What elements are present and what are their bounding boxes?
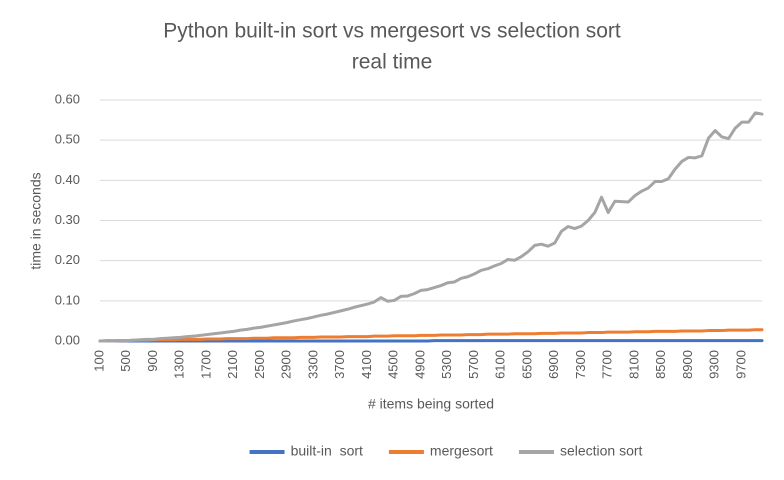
chart-subtitle: real time xyxy=(352,51,433,74)
x-tick-label: 3700 xyxy=(332,350,347,379)
x-tick-label: 2500 xyxy=(252,350,267,379)
x-tick-label: 1300 xyxy=(172,350,187,379)
legend-label: mergesort xyxy=(430,443,493,459)
x-tick-label: 8900 xyxy=(680,350,695,379)
y-tick-label: 0.10 xyxy=(55,292,80,307)
x-tick-label: 4900 xyxy=(412,350,427,379)
x-tick-label: 5700 xyxy=(466,350,481,379)
x-tick-label: 3300 xyxy=(305,350,320,379)
x-tick-label: 100 xyxy=(91,350,106,372)
x-tick-label: 6100 xyxy=(493,350,508,379)
x-tick-label: 4500 xyxy=(386,350,401,379)
y-tick-label: 0.60 xyxy=(55,91,80,106)
x-axis-title: # items being sorted xyxy=(368,396,494,412)
y-tick-label: 0.40 xyxy=(55,172,80,187)
x-tick-label: 1700 xyxy=(198,350,213,379)
y-tick-label: 0.00 xyxy=(55,332,80,347)
y-tick-label: 0.50 xyxy=(55,132,80,147)
x-tick-label: 900 xyxy=(145,350,160,372)
y-tick-label: 0.30 xyxy=(55,212,80,227)
x-tick-label: 5300 xyxy=(439,350,454,379)
y-tick-label: 0.20 xyxy=(55,252,80,267)
x-tick-label: 8100 xyxy=(626,350,641,379)
x-tick-label: 4100 xyxy=(359,350,374,379)
x-tick-label: 9300 xyxy=(707,350,722,379)
chart-title: Python built-in sort vs mergesort vs sel… xyxy=(163,20,621,43)
x-tick-label: 8500 xyxy=(653,350,668,379)
y-axis-title: time in seconds xyxy=(28,172,44,269)
legend-label: selection sort xyxy=(560,443,643,459)
x-tick-label: 2100 xyxy=(225,350,240,379)
x-tick-label: 7300 xyxy=(573,350,588,379)
x-tick-label: 6500 xyxy=(519,350,534,379)
legend-label: built-in sort xyxy=(291,443,363,459)
x-tick-label: 6900 xyxy=(546,350,561,379)
x-tick-label: 9700 xyxy=(733,350,748,379)
series-line xyxy=(98,328,764,343)
x-tick-label: 2900 xyxy=(279,350,294,379)
series-line xyxy=(98,111,764,343)
x-tick-label: 7700 xyxy=(600,350,615,379)
x-tick-label: 500 xyxy=(118,350,133,372)
